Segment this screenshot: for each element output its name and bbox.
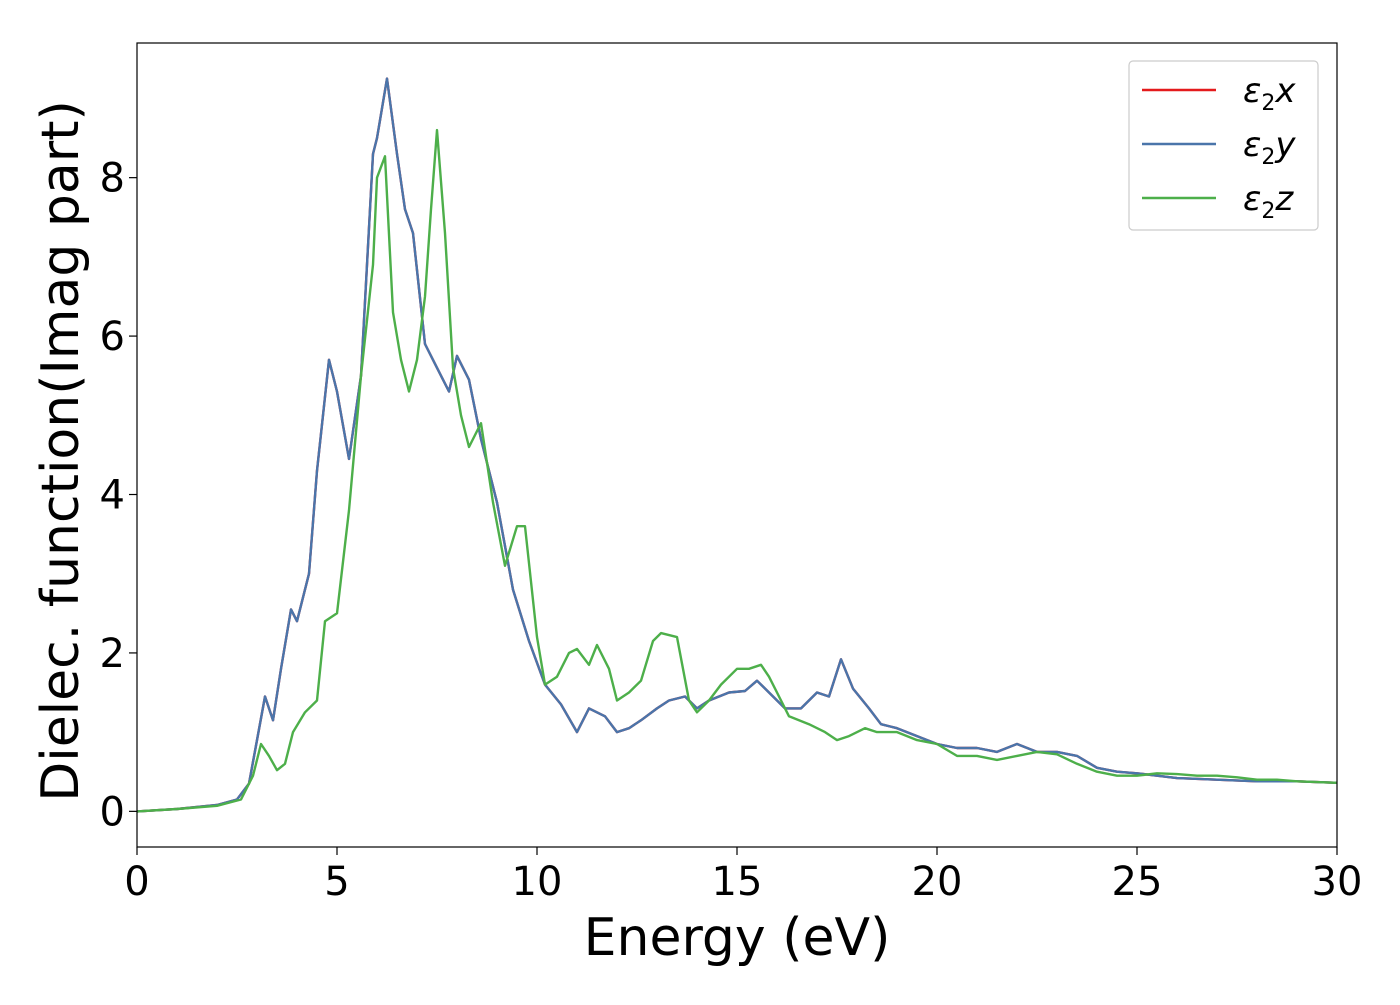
x-tick-label: 0 xyxy=(124,859,149,905)
legend-box xyxy=(1128,60,1319,231)
series-layer xyxy=(137,77,1337,813)
y-axis-title: Dielec. function(Imag part) xyxy=(31,100,91,802)
x-tick-label: 30 xyxy=(1312,859,1363,905)
series-line-2 xyxy=(137,77,1337,813)
legend: ε2x ε2y ε2z xyxy=(1128,60,1319,231)
x-tick-label: 25 xyxy=(1112,859,1163,905)
x-tick-label: 20 xyxy=(912,859,963,905)
y-tick-label: 8 xyxy=(100,156,125,202)
legend-label: ε2y xyxy=(1243,125,1296,170)
x-tick-label: 10 xyxy=(512,859,563,905)
ticks-layer: 0 5 10 15 20 25 30 0 2 4 6 8 xyxy=(100,156,1363,905)
series-line-3 xyxy=(137,128,1337,813)
y-tick-label: 4 xyxy=(100,473,125,519)
y-tick-label: 6 xyxy=(100,314,125,360)
x-axis-title: Energy (eV) xyxy=(584,908,891,968)
y-tick-label: 2 xyxy=(100,631,125,677)
legend-label: ε2z xyxy=(1243,179,1294,224)
x-tick-label: 15 xyxy=(712,859,763,905)
x-tick-label: 5 xyxy=(324,859,349,905)
y-tick-label: 0 xyxy=(100,789,125,835)
legend-label: ε2x xyxy=(1243,71,1296,116)
